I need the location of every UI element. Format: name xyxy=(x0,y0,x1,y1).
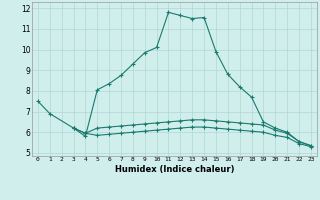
X-axis label: Humidex (Indice chaleur): Humidex (Indice chaleur) xyxy=(115,165,234,174)
